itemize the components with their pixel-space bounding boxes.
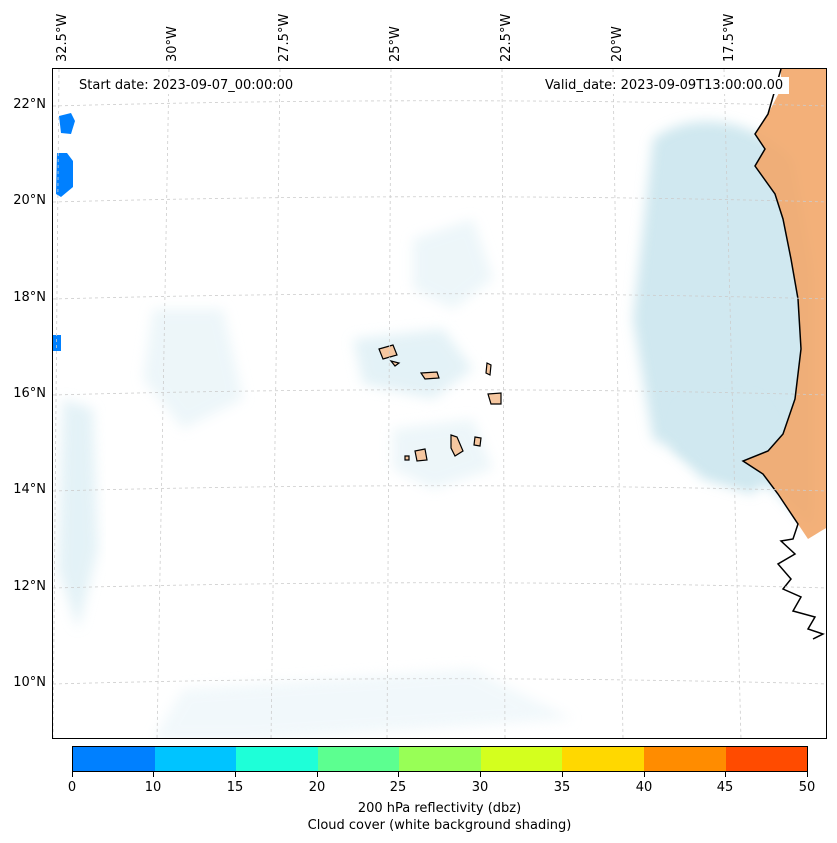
colorbar-tick-mark [725,772,726,777]
graticule [53,69,826,738]
colorbar-segment-6 [562,747,644,771]
colorbar-segment-0 [73,747,155,771]
valid-date-label: Valid_date: 2023-09-09T13:00:00.00 [539,77,790,94]
colorbar-tick-label-25: 25 [389,780,407,795]
colorbar-tick-mark [317,772,318,777]
lon-label-27-5w: 27.5°W [277,13,292,62]
lon-label-30w: 30°W [165,26,180,62]
lon-label-25w: 25°W [388,26,403,62]
lon-label-22-5w: 22.5°W [499,13,514,62]
colorbar-tick-mark [644,772,645,777]
colorbar-tick-label-35: 35 [553,780,571,795]
colorbar-tick-mark [398,772,399,777]
colorbar-tick-mark [807,772,808,777]
colorbar-tick-label-0: 0 [67,780,77,795]
colorbar-segment-2 [236,747,318,771]
colorbar-segment-1 [154,747,237,771]
lat-label-14n: 14°N [13,482,46,497]
colorbar-tick-label-30: 30 [471,780,489,795]
cape-verde-islands [378,344,502,462]
cloud-cover-shading [58,121,813,738]
map-panel[interactable]: Start date: 2023-09-07_00:00:00 Valid_da… [52,68,827,739]
colorbar-segment-7 [643,747,726,771]
lon-label-20w: 20°W [610,26,625,62]
colorbar-tick-label-10: 10 [144,780,162,795]
colorbar-segment-3 [317,747,400,771]
lat-label-20n: 20°N [13,193,46,208]
lat-label-16n: 16°N [13,386,46,401]
colorbar-tick-mark [562,772,563,777]
colorbar-title: 200 hPa reflectivity (dbz) [357,801,522,816]
colorbar-tick-label-45: 45 [716,780,734,795]
reflectivity-colorbar [72,746,808,772]
colorbar-tick-mark [72,772,73,777]
reflectivity-cells [53,113,75,351]
lon-label-17-5w: 17.5°W [722,13,737,62]
land-west-africa [743,69,826,539]
colorbar-tick-label-20: 20 [308,780,326,795]
colorbar-tick-label-50: 50 [798,780,816,795]
lat-label-10n: 10°N [13,675,46,690]
colorbar-tick-mark [480,772,481,777]
colorbar-segment-8 [725,747,808,771]
lat-label-12n: 12°N [13,579,46,594]
coastline [741,69,825,640]
colorbar-subtitle: Cloud cover (white background shading) [307,818,572,833]
colorbar-segment-5 [480,747,563,771]
colorbar-tick-mark [153,772,154,777]
lat-label-18n: 18°N [13,290,46,305]
colorbar-tick-label-15: 15 [226,780,244,795]
start-date-label: Start date: 2023-09-07_00:00:00 [73,77,300,94]
colorbar-segment-4 [399,747,481,771]
lat-label-22n: 22°N [13,97,46,112]
lon-label-32-5w: 32.5°W [55,13,70,62]
map-canvas[interactable] [53,69,827,739]
colorbar-tick-mark [235,772,236,777]
colorbar-tick-label-40: 40 [635,780,653,795]
